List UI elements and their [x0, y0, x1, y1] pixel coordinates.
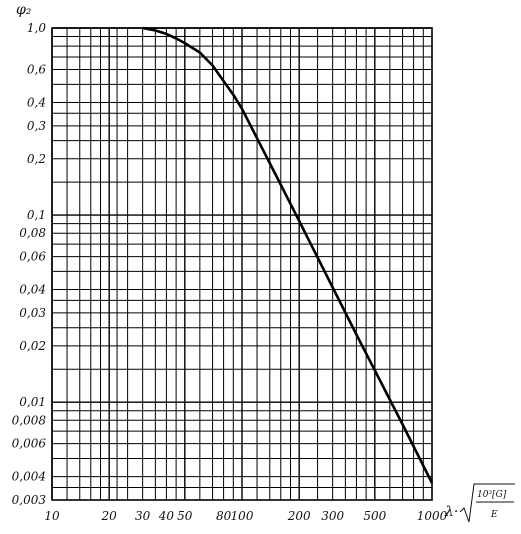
y-tick-label: 0,004 [12, 470, 46, 484]
x-tick-label: 200 [287, 509, 311, 523]
y-tick-label: 1,0 [27, 21, 46, 35]
y-tick-label: 0,006 [12, 437, 47, 451]
x-tick-label: 30 [135, 509, 151, 523]
y-tick-label: 0,2 [27, 152, 46, 166]
y-tick-label: 0,1 [27, 208, 46, 222]
y-tick-label: 0,04 [19, 283, 46, 297]
y-tick-label: 0,03 [19, 306, 46, 320]
x-tick-label: 100 [231, 509, 254, 523]
x-tick-label: 10 [44, 509, 60, 523]
x-tick-label: 80 [216, 509, 232, 523]
y-tick-label: 0,06 [19, 250, 46, 264]
x-axis-label-numerator: 10³[G] [477, 490, 507, 500]
x-tick-label: 40 [158, 509, 175, 523]
x-tick-label: 50 [177, 509, 193, 523]
x-tick-label: 300 [321, 509, 344, 523]
x-axis-label-prefix: λ· [444, 504, 458, 520]
plot-frame [51, 27, 433, 501]
y-tick-label: 0,4 [27, 95, 46, 109]
y-tick-label: 0,01 [19, 395, 46, 409]
y-tick-labels: 1,0 0,6 0,4 0,3 0,2 0,1 0,08 0,06 0,04 0,03 0,02 0,… [12, 21, 47, 507]
x-tick-label: 500 [363, 509, 386, 523]
grid [51, 27, 433, 501]
y-axis-label: φ₂ [16, 2, 32, 18]
series-group [142, 26, 434, 484]
x-tick-labels: 10 20 30 40 50 80 100 200 300 500 1000 [44, 509, 447, 523]
y-tick-label: 0,02 [19, 339, 46, 353]
x-tick-label: 20 [101, 509, 118, 523]
y-tick-label: 0,08 [19, 226, 46, 240]
y-tick-label: 0,3 [27, 119, 46, 133]
x-axis-label-denominator: E [490, 510, 498, 520]
y-tick-label: 0,003 [12, 493, 47, 507]
x-axis-label-radical [459, 483, 515, 523]
x-tick-label: 1000 [417, 509, 448, 523]
phi2-curve [142, 26, 434, 484]
y-tick-label: 0,008 [12, 413, 47, 427]
x-axis-label: λ· 10³[G] E [444, 483, 515, 523]
y-tick-label: 0,6 [27, 63, 46, 77]
